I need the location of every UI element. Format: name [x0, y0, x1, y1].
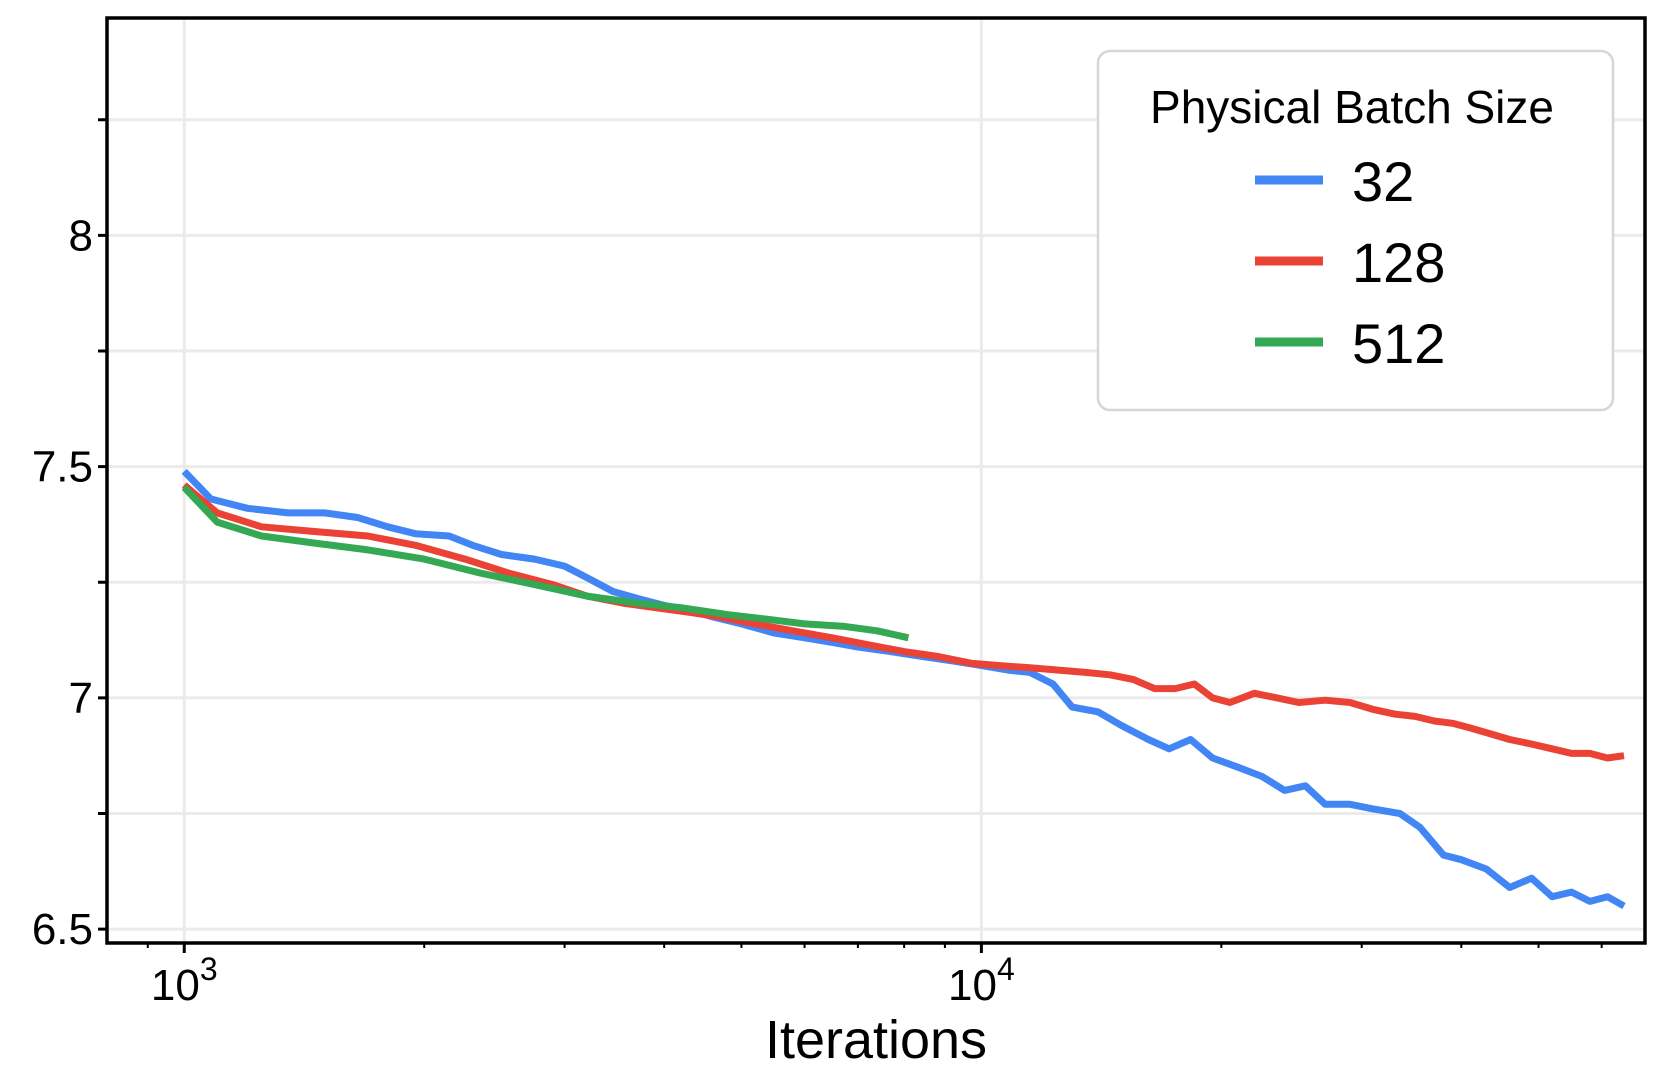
- y-tick-label: 8: [69, 211, 93, 260]
- x-axis-label: Iterations: [765, 1010, 987, 1070]
- series-line-128: [181, 482, 1625, 762]
- legend-box: [1096, 49, 1615, 412]
- grid-lines: [107, 18, 1645, 943]
- series-line-512: [181, 484, 910, 642]
- legend-entries: 32 128 512: [1255, 150, 1445, 375]
- y-tick-label: 7.5: [32, 443, 93, 492]
- axis-ticks: 103 104 6.5 7 7.5 8: [32, 118, 1603, 1010]
- legend-label-512: 512: [1352, 312, 1445, 375]
- y-tick-label: 7: [69, 674, 93, 723]
- series-lines: [181, 468, 1626, 910]
- legend: Physical Batch Size 32 128 512: [1096, 49, 1615, 412]
- series-line-32: [181, 468, 1626, 910]
- legend-label-32: 32: [1352, 150, 1414, 213]
- plot-frame: [105, 16, 1647, 945]
- legend-title: Physical Batch Size: [1150, 81, 1554, 133]
- x-tick-label: 104: [948, 951, 1015, 1010]
- y-tick-label: 6.5: [32, 905, 93, 954]
- legend-label-128: 128: [1352, 231, 1445, 294]
- x-tick-label: 103: [151, 951, 218, 1010]
